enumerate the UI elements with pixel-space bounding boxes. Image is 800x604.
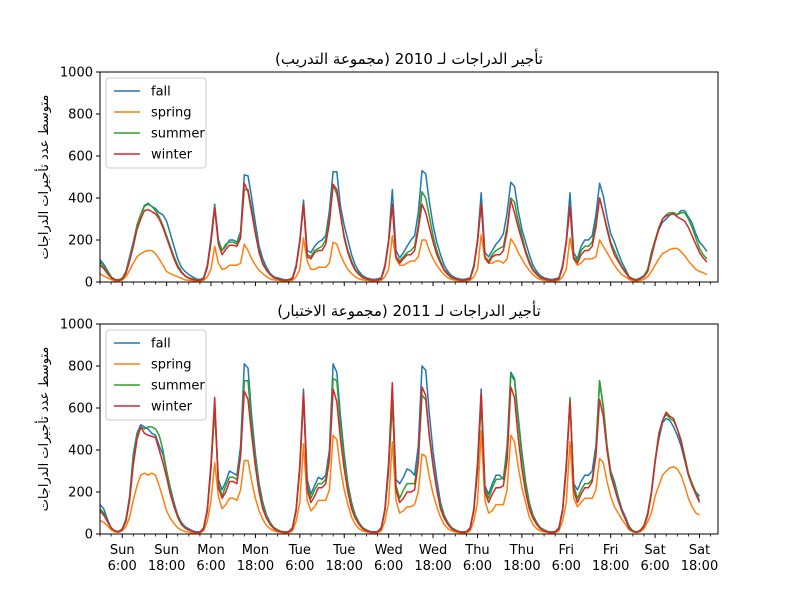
x-tick-label: Mon 6:00 <box>196 543 225 574</box>
legend-label-fall: fall <box>151 337 171 352</box>
series-line-winter <box>99 382 701 534</box>
y-tick-label: 800 <box>68 360 93 375</box>
x-tick-label: Sun 18:00 <box>148 543 185 574</box>
x-tick-label: Mon 18:00 <box>237 543 274 574</box>
legend-label-fall: fall <box>151 85 171 100</box>
x-tick-label: Tue 18:00 <box>326 543 363 574</box>
chart-title: تأجير الدراجات لـ 2011 (مجموعة الاختبار) <box>277 300 541 320</box>
y-tick-label: 0 <box>85 528 93 543</box>
chart-panel-2: تأجير الدراجات لـ 2011 (مجموعة الاختبار)… <box>34 300 719 574</box>
legend-label-spring: spring <box>151 106 191 121</box>
chart-title: تأجير الدراجات لـ 2010 (مجموعة التدريب) <box>275 48 543 68</box>
legend: fall spring summer winter <box>105 329 207 421</box>
y-tick-label: 600 <box>68 402 93 417</box>
y-tick-label: 200 <box>68 234 93 249</box>
chart-panel-1: تأجير الدراجات لـ 2010 (مجموعة التدريب) م… <box>34 48 719 291</box>
x-tick-label: Wed 18:00 <box>414 543 451 574</box>
x-tick-label: Fri 6:00 <box>552 543 581 574</box>
legend: fall spring summer winter <box>105 77 207 169</box>
y-tick-label: 0 <box>85 276 93 291</box>
plot-frame <box>99 71 719 283</box>
series-line-winter <box>99 182 708 282</box>
legend-label-winter: winter <box>151 400 193 415</box>
legend-label-summer: summer <box>151 379 205 394</box>
y-tick-label: 800 <box>68 108 93 123</box>
y-tick-label: 600 <box>68 150 93 165</box>
x-tick-label: Thu 18:00 <box>503 543 540 574</box>
x-tick-label: Sun 6:00 <box>108 543 137 574</box>
y-axis-label: متوسط عدد تأجيرات الدراجات <box>34 95 52 260</box>
x-tick-label: Fri 18:00 <box>592 543 629 574</box>
x-tick-label: Tue 6:00 <box>285 543 314 574</box>
y-axis-label: متوسط عدد تأجيرات الدراجات <box>34 347 52 512</box>
y-tick-label: 200 <box>68 486 93 501</box>
legend-box <box>105 329 207 421</box>
y-tick-label: 400 <box>68 444 93 459</box>
legend-label-summer: summer <box>151 127 205 142</box>
x-tick-label: Wed 6:00 <box>374 543 403 574</box>
series-line-spring <box>99 234 708 282</box>
y-tick-label: 1000 <box>60 66 93 81</box>
y-tick-label: 400 <box>68 192 93 207</box>
x-tick-label: Sat 18:00 <box>681 543 718 574</box>
x-tick-label: Sat 6:00 <box>640 543 669 574</box>
y-tick-label: 1000 <box>60 318 93 333</box>
legend-label-winter: winter <box>151 148 193 163</box>
legend-box <box>105 77 207 169</box>
series-line-fall <box>99 169 708 281</box>
plot-frame <box>99 323 719 535</box>
x-tick-label: Thu 6:00 <box>463 543 492 574</box>
legend-label-spring: spring <box>151 358 191 373</box>
